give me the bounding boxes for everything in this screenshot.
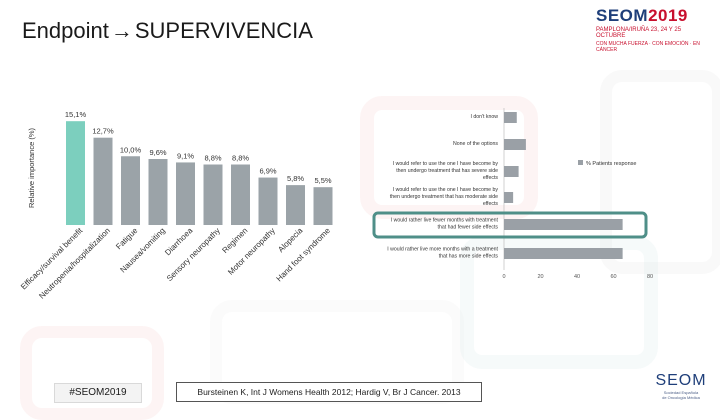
bar-label-9: 5,5% xyxy=(314,176,331,185)
arrow-right-icon: → xyxy=(110,18,133,43)
response-bar-1 xyxy=(504,139,526,150)
seom-2019-logo: SEOM2019 PAMPLONA/IRUÑA 23, 24 Y 25 OCTU… xyxy=(596,6,706,53)
bar-0 xyxy=(66,121,85,225)
category-label-9: Hand foot syndrome xyxy=(275,226,333,284)
title-left: Endpoint xyxy=(22,18,109,43)
response-bar-4 xyxy=(504,219,623,230)
bar-label-4: 9,1% xyxy=(177,151,194,160)
bar-5 xyxy=(203,164,223,225)
bar-label-3: 9,6% xyxy=(149,148,166,157)
seom-logo: SEOM Sociedad Española de Oncología Médi… xyxy=(652,372,710,400)
response-bar-2 xyxy=(504,166,519,177)
bar-label-6: 8,8% xyxy=(232,154,249,163)
bar-4 xyxy=(176,162,195,225)
relative-importance-chart: Relative importance (%)15,1%Efficacy/sur… xyxy=(19,108,653,301)
seom-logo-tagline-1: Sociedad Española xyxy=(663,390,699,395)
category-label-5: Sensory neuropathy xyxy=(165,226,222,283)
bar-label-8: 5,8% xyxy=(287,174,304,183)
response-label-5: I would rather live more months with a t… xyxy=(387,246,498,259)
response-label-1: None of the options xyxy=(453,141,498,147)
category-label-2: Fatigue xyxy=(114,226,140,252)
bar-8 xyxy=(286,185,305,225)
bar-7 xyxy=(258,177,278,225)
x-tick-4: 80 xyxy=(647,274,653,280)
x-tick-0: 0 xyxy=(502,274,505,280)
decor-frame-2 xyxy=(460,236,658,369)
y-axis-label: Relative importance (%) xyxy=(27,127,36,208)
bar-label-7: 6,9% xyxy=(259,167,276,176)
category-label-7: Motor neuropathy xyxy=(226,226,277,277)
seom-logo-brand: SEOM xyxy=(655,372,707,389)
logo-brand: SEOM xyxy=(596,6,649,25)
bar-9 xyxy=(313,187,333,225)
bar-2 xyxy=(121,156,140,225)
logo-line-2: CON MUCHA FUERZA · CON EMOCIÓN · EN CÁNC… xyxy=(596,41,700,53)
citation-box: Bursteinen K, Int J Womens Health 2012; … xyxy=(176,382,482,402)
bar-3 xyxy=(148,159,168,225)
response-label-2: I would refer to use the one I have beco… xyxy=(393,161,499,181)
response-label-0: I don't know xyxy=(470,114,498,120)
response-label-3: I would refer to use the one I have beco… xyxy=(390,187,499,207)
bar-label-1: 12,7% xyxy=(92,127,114,136)
response-bar-0 xyxy=(504,112,517,123)
hashtag-badge: #SEOM2019 xyxy=(54,383,142,403)
x-tick-2: 40 xyxy=(574,274,580,280)
legend-swatch xyxy=(578,160,583,165)
legend-label: % Patients response xyxy=(586,161,636,167)
response-bar-5 xyxy=(504,248,623,259)
bar-label-2: 10,0% xyxy=(120,145,142,154)
highlight-box xyxy=(372,211,648,239)
x-tick-3: 60 xyxy=(610,274,616,280)
seom-logo-tagline-2: de Oncología Médica xyxy=(662,395,700,400)
x-tick-1: 20 xyxy=(537,274,543,280)
response-bar-3 xyxy=(504,192,514,203)
slide-title: Endpoint→SUPERVIVENCIA xyxy=(22,18,313,44)
bar-label-5: 8,8% xyxy=(204,154,221,163)
response-label-4: I would rather live fewer months with tr… xyxy=(391,217,499,230)
decor-frame-1 xyxy=(360,96,538,219)
bar-1 xyxy=(93,137,113,225)
bar-6 xyxy=(231,164,250,225)
bar-label-0: 15,1% xyxy=(65,110,87,119)
logo-line-1: PAMPLONA/IRUÑA 23, 24 Y 25 OCTUBRE xyxy=(596,27,682,39)
title-right: SUPERVIVENCIA xyxy=(134,18,313,43)
logo-year: 2019 xyxy=(648,6,688,25)
